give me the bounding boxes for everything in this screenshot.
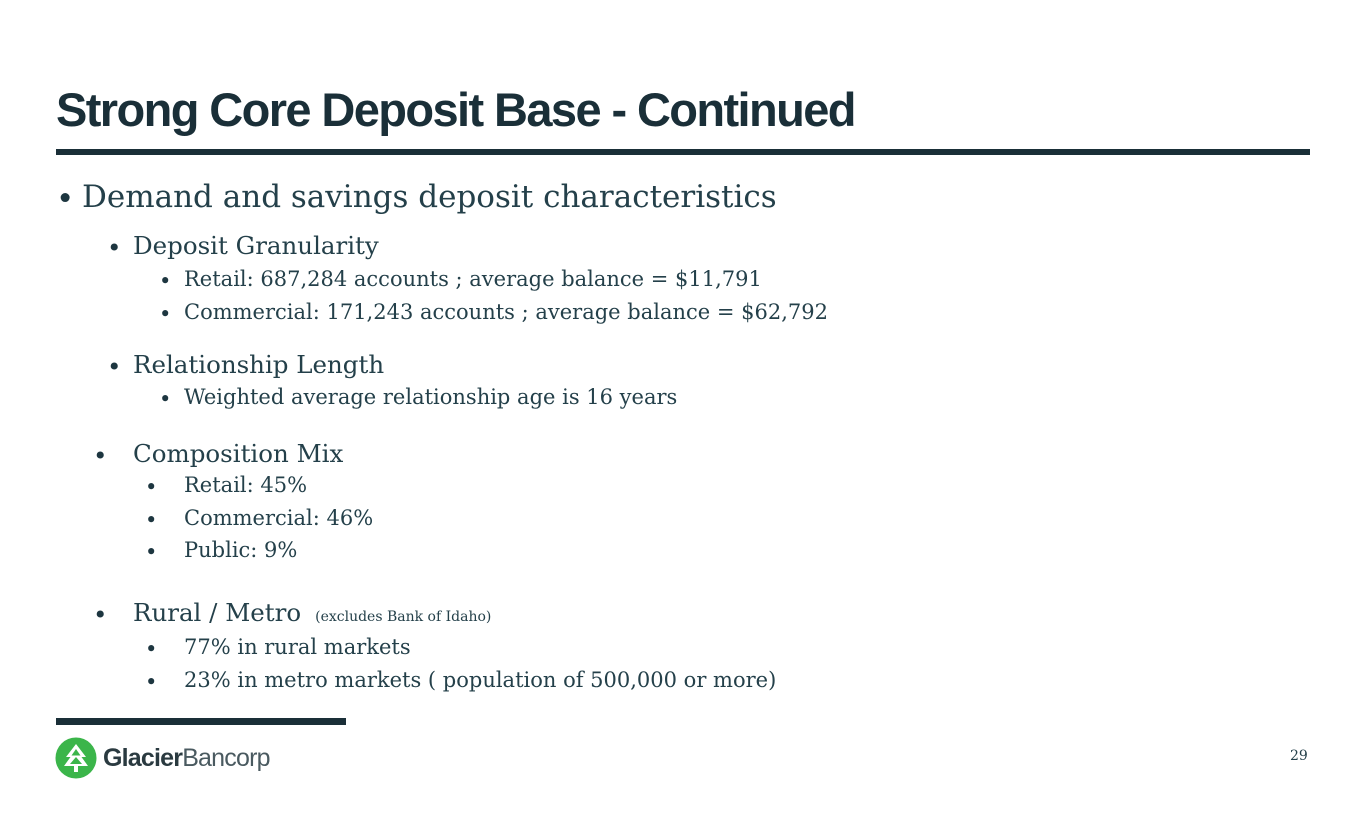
company-logo: GlacierBancorp	[55, 737, 270, 779]
list-item: 23% in metro markets ( population of 500…	[184, 668, 777, 692]
bullet-icon: •	[56, 181, 75, 217]
logo-name-bold: Glacier	[103, 743, 183, 772]
bullet-icon: •	[93, 600, 108, 629]
bullet-icon: •	[145, 670, 158, 694]
list-item: Weighted average relationship age is 16 …	[184, 385, 678, 409]
bullet-icon: •	[107, 352, 122, 381]
glacier-mountain-icon	[55, 737, 97, 779]
bullet-icon: •	[93, 441, 108, 470]
granularity-heading: Deposit Granularity	[133, 231, 379, 260]
relationship-heading: Relationship Length	[133, 350, 385, 379]
slide-title: Strong Core Deposit Base - Continued	[56, 83, 856, 136]
logo-wordmark: GlacierBancorp	[103, 744, 270, 773]
bullet-icon: •	[159, 387, 172, 411]
bullet-icon: •	[145, 508, 158, 532]
bullet-icon: •	[145, 637, 158, 661]
list-item: Retail: 45%	[184, 473, 308, 497]
rural-metro-heading: Rural / Metro (excludes Bank of Idaho)	[133, 598, 491, 627]
bullet-icon: •	[159, 302, 172, 326]
list-item: 77% in rural markets	[184, 635, 411, 659]
bullet-icon: •	[107, 233, 122, 262]
rural-metro-note: (excludes Bank of Idaho)	[315, 609, 492, 625]
bullet-icon: •	[145, 475, 158, 499]
bullet-icon: •	[159, 269, 172, 293]
list-item: Commercial: 46%	[184, 506, 374, 530]
logo-name-regular: Bancorp	[182, 743, 270, 772]
footer-divider	[56, 718, 346, 725]
main-bullet: Demand and savings deposit characteristi…	[82, 179, 777, 215]
title-divider	[56, 149, 1310, 155]
list-item: Public: 9%	[184, 538, 298, 562]
list-item: Commercial: 171,243 accounts ; average b…	[184, 300, 828, 324]
bullet-icon: •	[145, 540, 158, 564]
page-number: 29	[1290, 748, 1308, 764]
composition-heading: Composition Mix	[133, 439, 344, 468]
list-item: Retail: 687,284 accounts ; average balan…	[184, 267, 762, 291]
rural-metro-label: Rural / Metro	[133, 598, 302, 627]
